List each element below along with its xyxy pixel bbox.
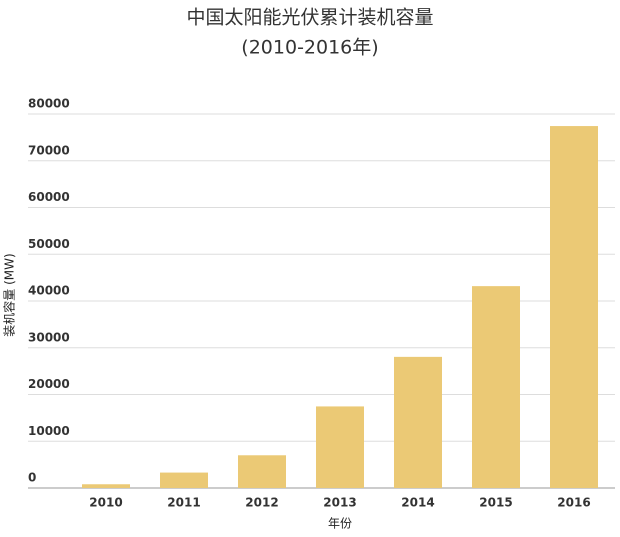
- x-tick-label: 2012: [245, 496, 278, 510]
- chart-title: 中国太阳能光伏累计装机容量: [186, 7, 433, 29]
- y-tick-label: 10000: [28, 424, 70, 438]
- bar: [316, 406, 364, 488]
- bar: [394, 356, 442, 488]
- y-axis-label: 装机容量 (MW): [2, 253, 17, 336]
- y-tick-label: 30000: [28, 330, 70, 344]
- bar: [82, 484, 130, 488]
- x-tick-label: 2011: [167, 496, 200, 510]
- chart-subtitle: (2010-2016年): [241, 37, 378, 59]
- x-tick-label: 2013: [323, 496, 356, 510]
- y-tick-label: 40000: [28, 284, 70, 298]
- bar: [472, 286, 520, 488]
- y-tick-label: 70000: [28, 143, 70, 157]
- bar: [238, 455, 286, 488]
- y-tick-label: 80000: [28, 97, 70, 111]
- y-tick-label: 50000: [28, 237, 70, 251]
- x-tick-label: 2014: [401, 496, 434, 510]
- x-tick-label: 2010: [89, 496, 122, 510]
- bar: [160, 472, 208, 488]
- x-tick-label: 2015: [479, 496, 512, 510]
- bar: [550, 126, 598, 489]
- x-tick-label: 2016: [557, 496, 590, 510]
- x-axis-label: 年份: [328, 517, 352, 531]
- y-tick-label: 60000: [28, 190, 70, 204]
- y-tick-label: 20000: [28, 377, 70, 391]
- y-tick-label: 0: [28, 471, 36, 485]
